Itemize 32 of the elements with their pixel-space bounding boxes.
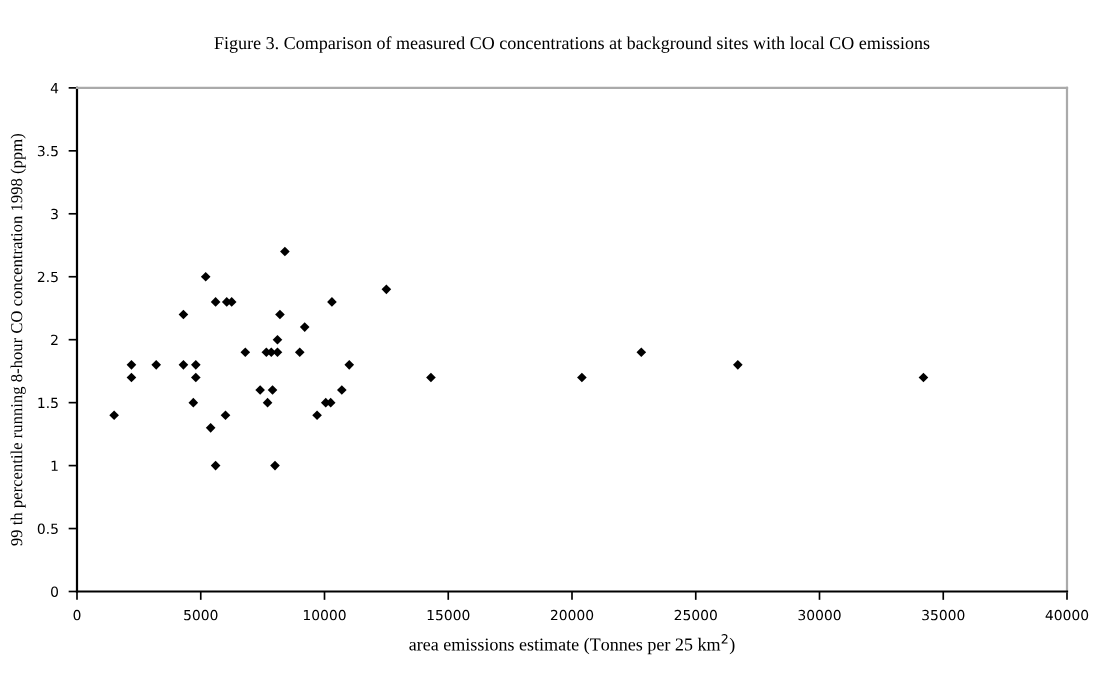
point [337,385,347,395]
point [240,347,251,358]
y-axis-title: 99 th percentile running 8-hour CO concentration 1998 (ppm) [10,133,26,546]
point [200,271,211,282]
point [270,460,280,471]
point [262,397,273,408]
point [255,385,265,395]
point [210,297,221,307]
point [344,360,355,370]
point [126,360,137,370]
point [151,360,162,370]
point [109,410,119,421]
point [190,372,201,383]
point [577,372,587,383]
point [426,372,436,383]
point [636,347,647,358]
x-axis-title: area emissions estimate (Tonnes per 25 km$^{2}$) [409,634,735,655]
point [294,347,305,358]
point [312,410,322,421]
point [220,410,231,421]
point [280,246,290,257]
point [381,284,392,295]
point [267,385,278,395]
point [733,360,743,370]
point [188,397,199,408]
point [275,309,285,320]
chart-title: Figure 3. Comparison of measured CO concentrations at background sites with local CO emissions [214,36,930,53]
point [190,360,201,370]
point [272,334,283,345]
point [178,360,189,370]
point [205,423,216,433]
point [299,322,310,332]
